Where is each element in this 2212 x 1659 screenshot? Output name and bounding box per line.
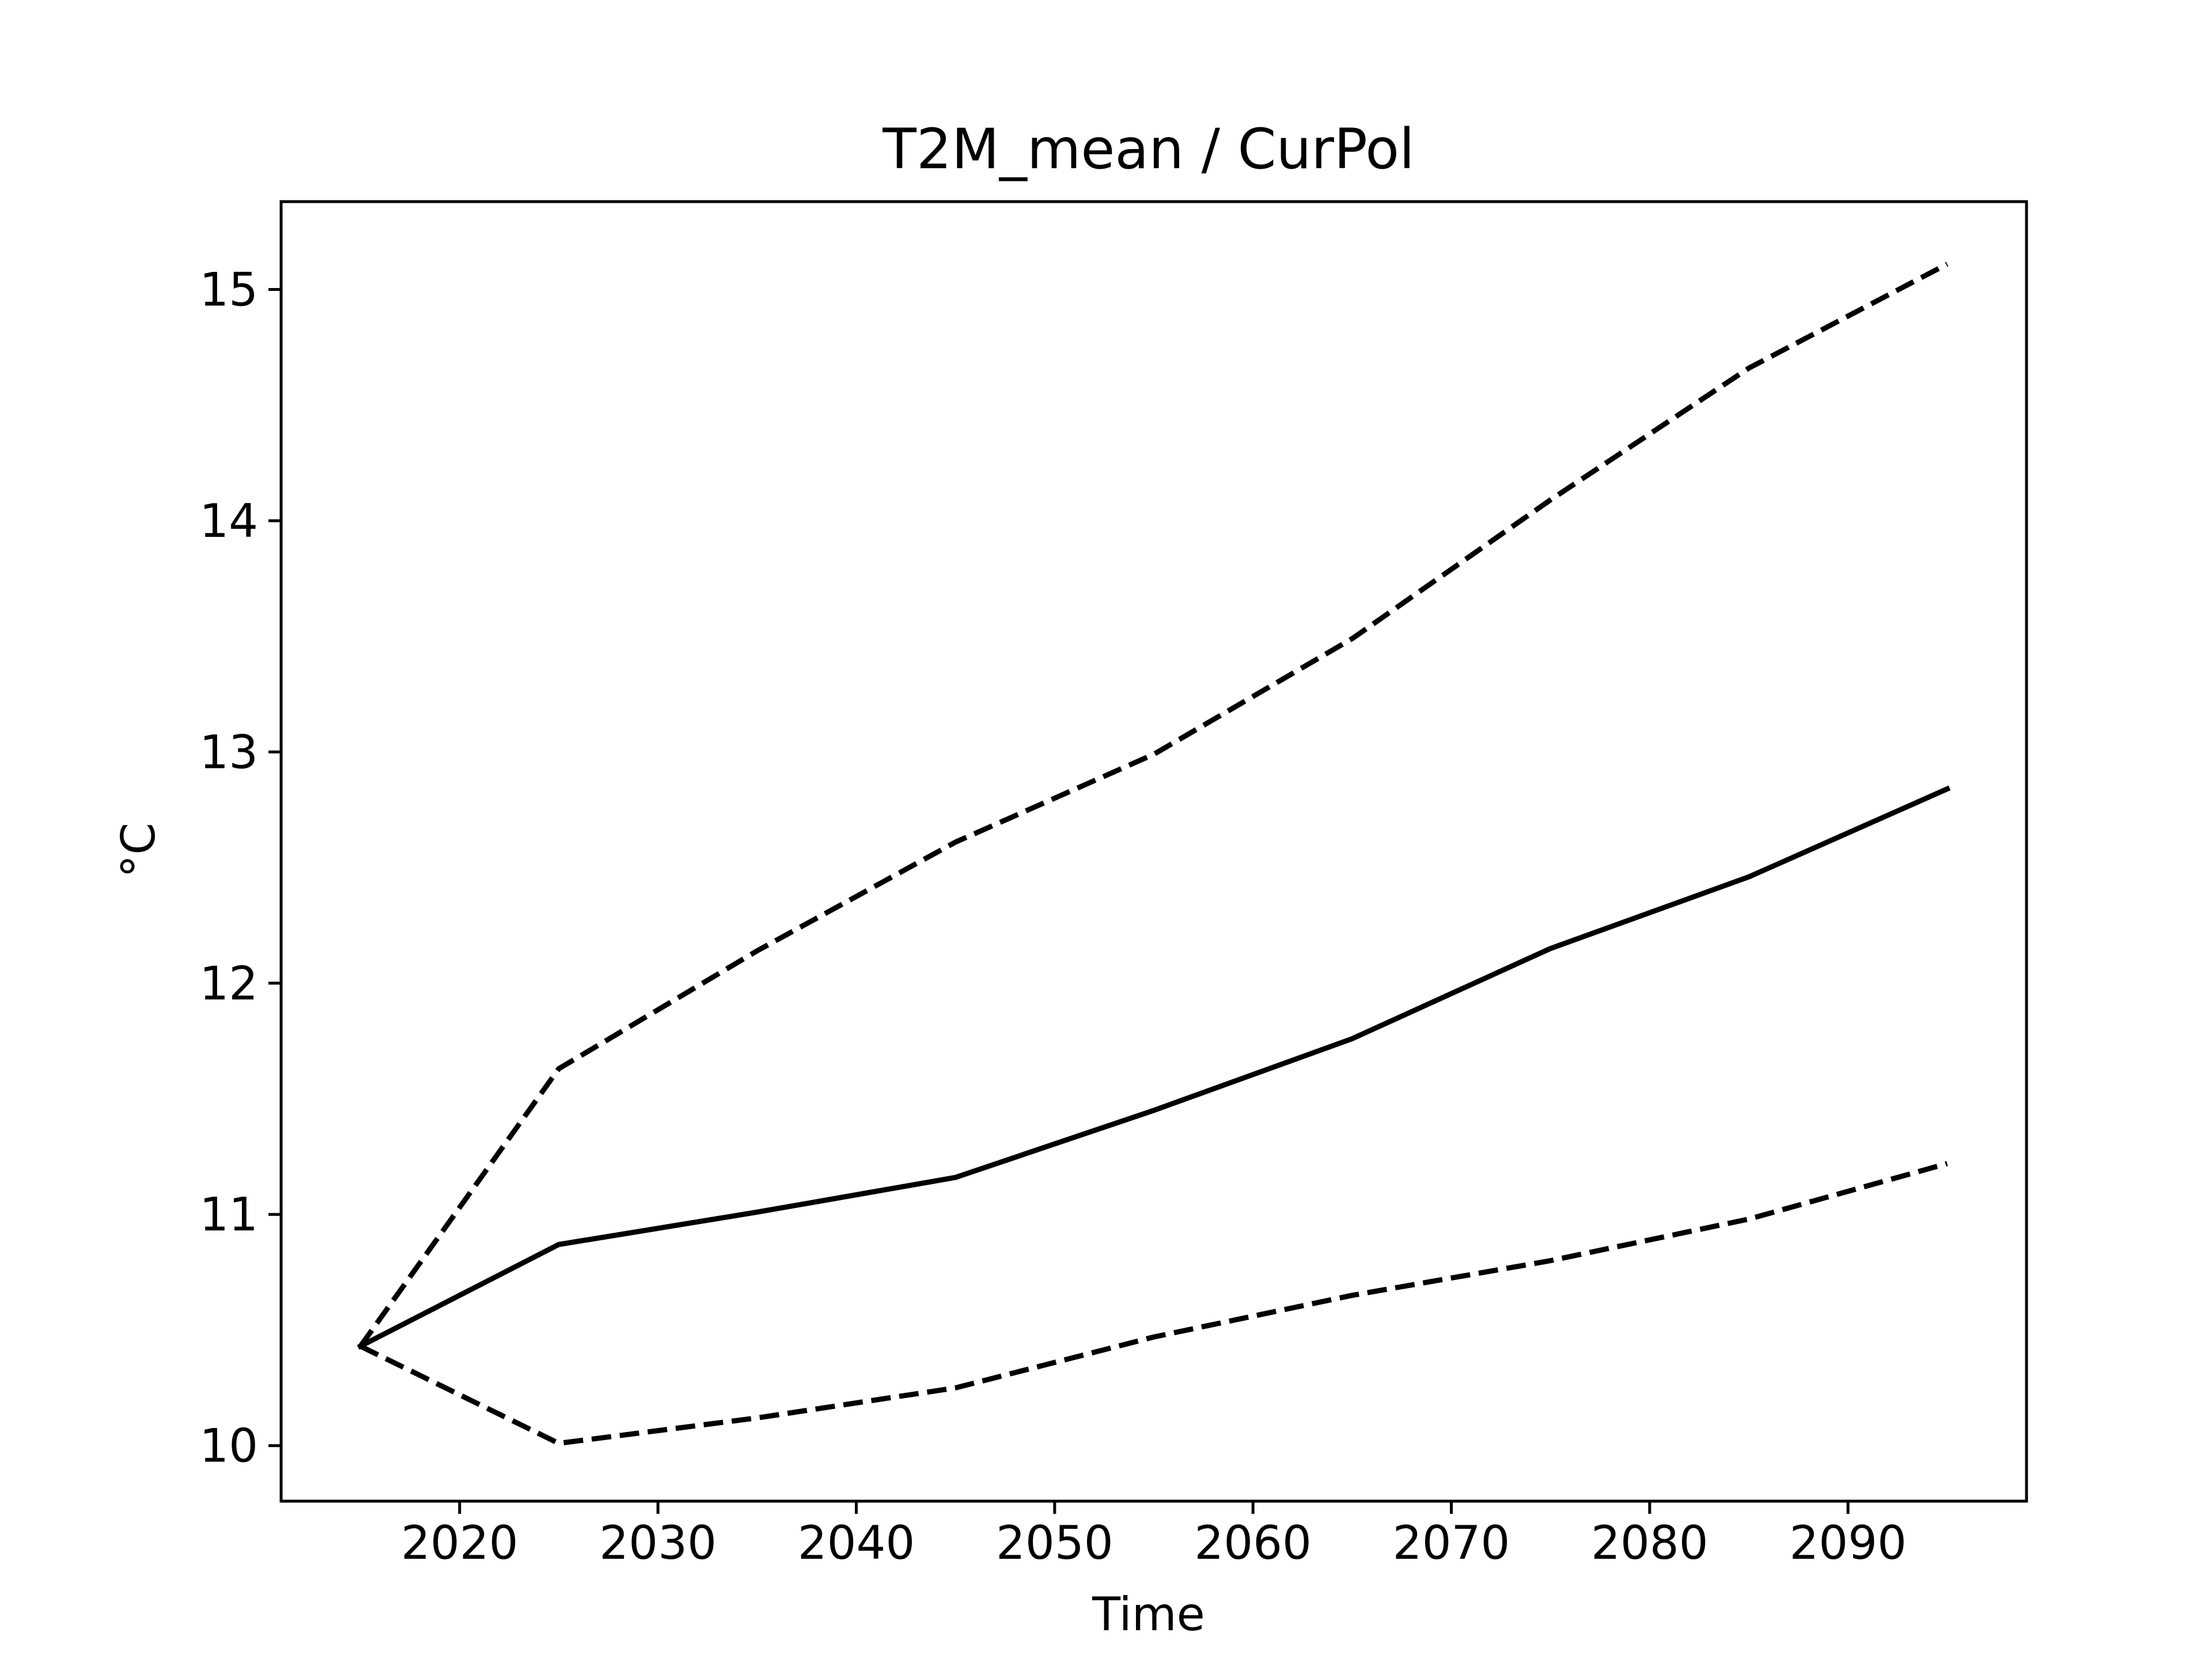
series-line-3-dashed <box>359 1161 1948 1446</box>
series-line-2-dashed <box>358 262 1949 1348</box>
y-tick-label: 14 <box>199 494 258 548</box>
chart-title: T2M_mean / CurPol <box>882 117 1414 181</box>
y-axis: 10 11 12 13 14 15 <box>199 263 281 1473</box>
y-tick-label: 10 <box>199 1419 258 1473</box>
x-tick-label: 2020 <box>401 1516 518 1570</box>
y-tick-label: 12 <box>199 957 258 1010</box>
x-axis-label: Time <box>1092 1588 1205 1641</box>
plot-frame <box>279 200 2028 1503</box>
x-tick-label: 2050 <box>996 1516 1113 1570</box>
plot-area <box>357 262 1951 1446</box>
x-axis: 2020 2030 2040 2050 2060 2070 2080 2090 <box>401 1501 1907 1570</box>
x-tick-label: 2040 <box>798 1516 915 1570</box>
x-tick-label: 2070 <box>1393 1516 1510 1570</box>
y-axis-label: °C <box>112 823 165 878</box>
x-tick-label: 2080 <box>1591 1516 1709 1570</box>
y-tick-label: 13 <box>199 725 258 779</box>
x-tick-label: 2090 <box>1789 1516 1907 1570</box>
series-line-1-solid <box>357 785 1951 1350</box>
x-tick-label: 2030 <box>599 1516 717 1570</box>
x-tick-label: 2060 <box>1194 1516 1312 1570</box>
y-tick-label: 15 <box>199 263 258 317</box>
y-tick-label: 11 <box>199 1188 258 1241</box>
